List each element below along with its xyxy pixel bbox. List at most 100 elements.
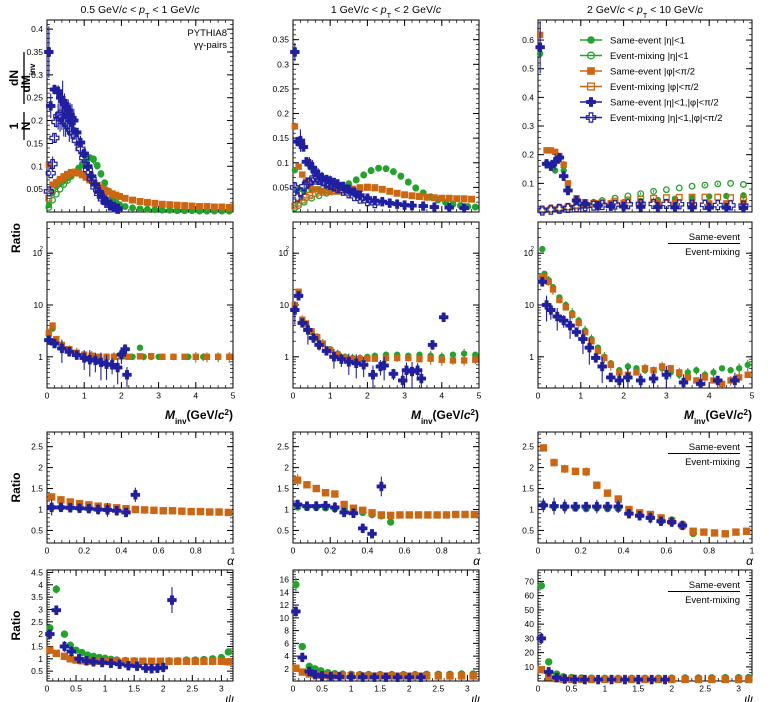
data-point (550, 157, 560, 167)
data-point (312, 186, 319, 193)
data-point (607, 361, 614, 369)
data-point (389, 168, 397, 176)
data-point (561, 465, 569, 473)
panel-frame (292, 569, 480, 682)
data-point (393, 189, 401, 197)
data-point (203, 353, 211, 361)
data-point (311, 189, 319, 197)
y-tick-label: 0.1 (31, 161, 43, 171)
data-point (60, 630, 69, 638)
series-2 (290, 291, 449, 388)
x-tick-label: 0.5 (70, 684, 82, 694)
data-point (550, 458, 558, 467)
data-point (584, 342, 595, 353)
data-point (84, 503, 94, 514)
y-tick-label: 50 (525, 605, 535, 615)
data-point (338, 185, 349, 196)
data-point (168, 507, 177, 515)
data-point (471, 203, 479, 211)
y-tick-label: 0.05 (272, 182, 289, 192)
data-point (151, 200, 159, 207)
data-point (52, 585, 60, 593)
data-point (460, 357, 468, 364)
panel-frame (46, 19, 234, 213)
x-tick-label: 0.5 (566, 684, 578, 694)
x-tick-label: 2.5 (432, 684, 444, 694)
panel-r4c2: 0 0.5 1 1.5 2 2.5 3 2 4 6 8 10 12 14 16 ψ (280, 569, 480, 702)
data-point (364, 355, 371, 362)
data-point (445, 194, 453, 202)
legend-entry-0[interactable]: Same-event |η|<1 (580, 36, 685, 47)
data-point (662, 194, 670, 202)
data-point (453, 195, 460, 202)
data-point (367, 529, 377, 539)
data-point (591, 353, 601, 363)
y-tick-label: 2 (284, 463, 289, 473)
legend-entry-3[interactable]: Event-mixing |φ|<π/2 (580, 82, 699, 93)
data-point (297, 652, 308, 663)
data-point (69, 115, 79, 126)
data-point (416, 355, 423, 363)
data-point (203, 203, 211, 210)
data-point (334, 672, 345, 682)
y-tick-label: 1 (38, 504, 43, 514)
data-point (442, 511, 451, 519)
y-tick-label: 0.3 (31, 70, 43, 80)
legend-entry-5[interactable]: Event-mixing |η|<1,|φ|<π/2 (580, 112, 722, 124)
legend-entry-2[interactable]: Same-event |φ|<π/2 (580, 67, 695, 78)
y-tick-label: 0.35 (272, 35, 289, 45)
data-point (468, 195, 475, 203)
data-point (460, 195, 468, 203)
annotation-gammagamma: γγ-pairs (194, 40, 228, 51)
y-tick-label: 1 (529, 352, 534, 362)
x-tick-label: 4 (193, 391, 198, 401)
series-5 (43, 97, 123, 214)
data-point (292, 664, 300, 672)
data-point (744, 361, 751, 369)
data-point (291, 123, 299, 130)
data-point (381, 672, 391, 682)
data-point (58, 114, 69, 125)
data-point (603, 489, 612, 497)
data-point (43, 186, 54, 197)
data-point (624, 508, 634, 519)
panel-r2c3: 0 1 2 3 4 5110102Same-eventEvent-mixingMinv(G… (524, 221, 755, 426)
data-point (570, 674, 580, 685)
data-point (60, 116, 71, 127)
data-point (165, 657, 173, 665)
data-point (170, 353, 177, 361)
legend-label-0: Same-event |η|<1 (610, 36, 685, 47)
x-tick-label: 2 (621, 391, 626, 401)
legend-label-1: Event-mixing |η|<1 (610, 51, 689, 62)
data-point (586, 82, 596, 91)
data-point (593, 674, 603, 685)
x-tick-label: 0.8 (703, 546, 715, 556)
data-point (299, 171, 306, 178)
y-tick-exponent: 2 (531, 247, 535, 253)
data-point (166, 201, 173, 208)
x-axis-title-psi: ψ (471, 692, 480, 702)
y-tick-label: 30 (525, 633, 535, 643)
data-point (434, 672, 443, 680)
data-point (110, 353, 118, 361)
data-point (86, 174, 97, 185)
data-point (444, 202, 454, 213)
data-point (587, 36, 595, 44)
legend-entry-1[interactable]: Event-mixing |η|<1 (580, 51, 689, 62)
y-tick-label: 6 (284, 638, 289, 648)
x-tick-label: 1.5 (374, 684, 386, 694)
data-point (56, 502, 66, 513)
x-tick-label: 0.6 (399, 546, 411, 556)
data-point (224, 508, 233, 517)
data-point (547, 205, 555, 213)
data-point (362, 196, 373, 207)
legend-entry-4[interactable]: Same-event |η|<1,|φ|<π/2 (580, 97, 719, 109)
x-axis-title-alpha: α (746, 554, 754, 568)
x-tick-label: 0.4 (115, 546, 127, 556)
series-2 (291, 606, 426, 683)
data-point (49, 185, 57, 193)
data-point (340, 500, 348, 509)
data-point (470, 510, 479, 519)
series-2 (292, 476, 387, 539)
data-point (82, 164, 93, 175)
